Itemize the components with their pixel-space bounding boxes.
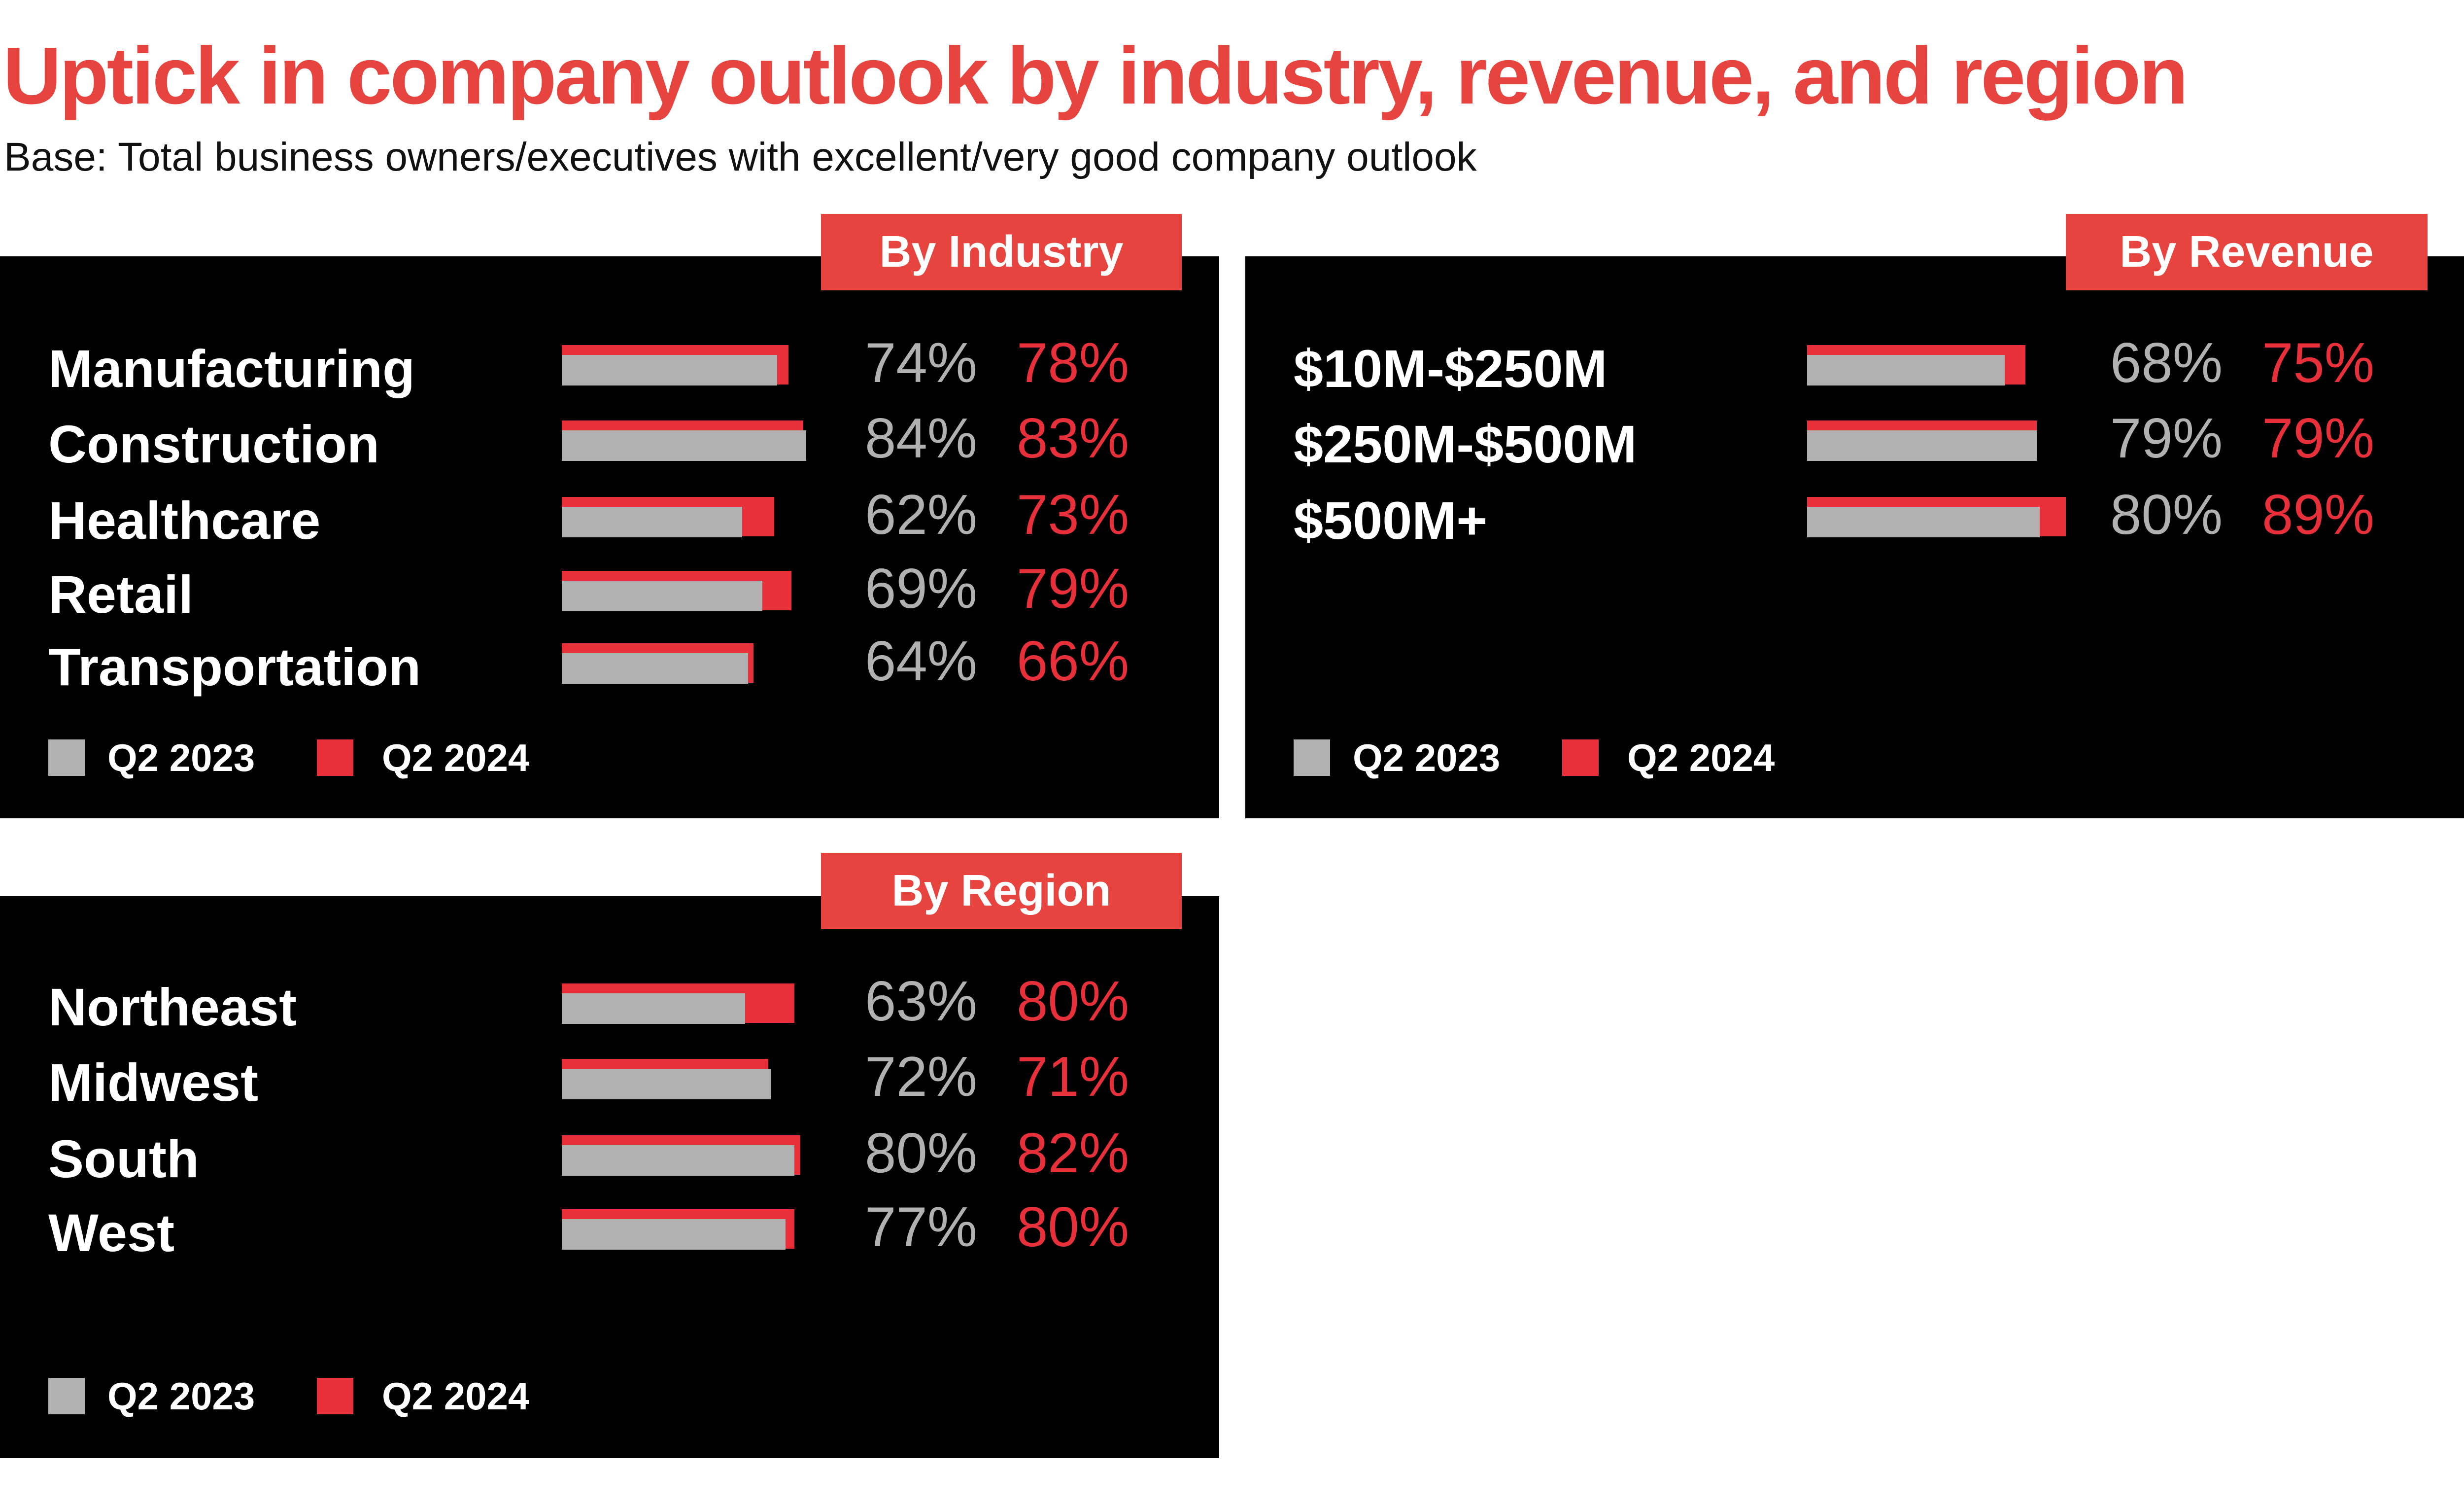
industry-bar-q2-2023 (562, 581, 763, 611)
region-value-q2-2023: 72% (865, 1046, 978, 1108)
revenue-legend-label-q2-2024: Q2 2024 (1627, 736, 1775, 779)
page-title: Uptick in company outlook by industry, r… (3, 31, 2189, 121)
revenue-value-q2-2023: 79% (2110, 407, 2223, 470)
revenue-value-q2-2024: 79% (2262, 407, 2375, 470)
industry-legend-label-q2-2023: Q2 2023 (107, 736, 255, 779)
industry-bar-q2-2023 (562, 653, 748, 684)
region-legend-label-q2-2023: Q2 2023 (107, 1374, 255, 1418)
industry-value-q2-2023: 69% (865, 558, 978, 620)
region-legend-label-q2-2024: Q2 2024 (382, 1374, 530, 1418)
industry-value-q2-2024: 83% (1017, 407, 1129, 470)
region-bar-q2-2023 (562, 993, 745, 1024)
revenue-legend-label-q2-2023: Q2 2023 (1353, 736, 1501, 779)
region-legend-swatch-q2-2023 (48, 1378, 85, 1414)
industry-bar-q2-2023 (562, 430, 806, 461)
industry-chart-title: By Industry (821, 214, 1182, 290)
revenue-category-label: $250M-$500M (1294, 414, 1637, 474)
revenue-value-q2-2024: 75% (2262, 332, 2375, 394)
revenue-legend-swatch-q2-2023 (1294, 739, 1330, 776)
region-legend-swatch-q2-2024 (317, 1378, 353, 1414)
region-value-q2-2024: 82% (1017, 1122, 1129, 1185)
revenue-value-q2-2023: 68% (2110, 332, 2223, 394)
revenue-value-q2-2023: 80% (2110, 484, 2223, 546)
region-value-q2-2023: 80% (865, 1122, 978, 1185)
revenue-chart-title: By Revenue (2066, 214, 2428, 290)
industry-value-q2-2024: 66% (1017, 630, 1129, 693)
industry-value-q2-2023: 74% (865, 332, 978, 394)
region-chart-title: By Region (821, 853, 1182, 929)
region-bar-q2-2023 (562, 1145, 794, 1176)
industry-category-label: Construction (48, 414, 379, 474)
region-bar-q2-2023 (562, 1069, 771, 1099)
industry-value-q2-2023: 64% (865, 630, 978, 693)
industry-legend-label-q2-2024: Q2 2024 (382, 736, 530, 779)
industry-value-q2-2023: 62% (865, 484, 978, 546)
revenue-value-q2-2024: 89% (2262, 484, 2375, 546)
region-bar-q2-2023 (562, 1219, 786, 1250)
region-value-q2-2024: 80% (1017, 1196, 1129, 1259)
revenue-bar-q2-2023 (1807, 507, 2040, 537)
industry-category-label: Transportation (48, 637, 421, 697)
industry-value-q2-2024: 79% (1017, 558, 1129, 620)
region-category-label: West (48, 1203, 175, 1262)
industry-value-q2-2024: 78% (1017, 332, 1129, 394)
region-value-q2-2023: 63% (865, 970, 978, 1033)
industry-category-label: Retail (48, 564, 194, 624)
industry-bar-q2-2023 (562, 355, 777, 385)
industry-category-label: Manufacturing (48, 339, 415, 398)
page-subtitle: Base: Total business owners/executives w… (4, 135, 1477, 179)
region-category-label: Northeast (48, 977, 297, 1037)
region-value-q2-2023: 77% (865, 1196, 978, 1259)
industry-category-label: Healthcare (48, 490, 321, 550)
revenue-category-label: $10M-$250M (1294, 339, 1608, 398)
region-value-q2-2024: 71% (1017, 1046, 1129, 1108)
industry-legend-swatch-q2-2023 (48, 739, 85, 776)
region-category-label: Midwest (48, 1052, 259, 1112)
revenue-legend-swatch-q2-2024 (1562, 739, 1599, 776)
region-value-q2-2024: 80% (1017, 970, 1129, 1033)
industry-value-q2-2023: 84% (865, 407, 978, 470)
revenue-bar-q2-2023 (1807, 355, 2005, 385)
revenue-category-label: $500M+ (1294, 490, 1488, 550)
revenue-bar-q2-2023 (1807, 430, 2037, 461)
industry-legend-swatch-q2-2024 (317, 739, 353, 776)
region-category-label: South (48, 1129, 199, 1189)
industry-bar-q2-2023 (562, 507, 742, 537)
industry-value-q2-2024: 73% (1017, 484, 1129, 546)
